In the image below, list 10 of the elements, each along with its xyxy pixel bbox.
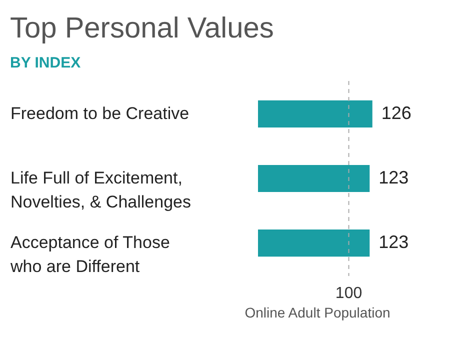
ref-line-label: 100 xyxy=(335,285,362,302)
chart-title: Top Personal Values xyxy=(10,12,274,44)
y-tick-label: Freedom to be Creative xyxy=(10,104,190,123)
data-label: 126 xyxy=(381,102,412,123)
text: BY INDEX xyxy=(10,54,81,72)
y-tick-label: Life Full of Excitement, Novelties, & Challenges xyxy=(10,168,191,212)
y-tick-label: Acceptance of Those who are Different xyxy=(10,233,170,276)
x-axis-title: Online Adult Population xyxy=(244,304,390,320)
data-label: 123 xyxy=(378,168,409,188)
data-label: 123 xyxy=(378,232,409,252)
